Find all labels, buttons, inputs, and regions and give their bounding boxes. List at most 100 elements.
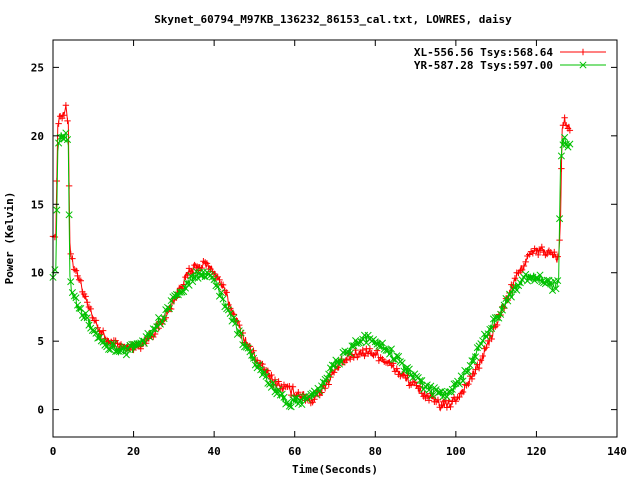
data-point <box>189 277 197 286</box>
data-point <box>395 352 403 360</box>
data-point <box>488 335 495 343</box>
data-point <box>386 350 394 358</box>
data-point <box>554 277 562 285</box>
data-point <box>67 278 75 286</box>
data-point <box>140 339 148 347</box>
data-point <box>566 127 574 134</box>
data-point <box>348 342 356 350</box>
data-point <box>62 102 70 109</box>
data-point <box>62 129 70 137</box>
data-point <box>95 333 104 342</box>
data-point <box>84 299 91 306</box>
data-point <box>378 339 387 347</box>
data-point <box>459 377 467 385</box>
series-line <box>52 105 571 412</box>
data-point <box>244 344 252 352</box>
data-point <box>292 394 301 402</box>
data-point <box>215 292 224 300</box>
data-point <box>540 279 548 287</box>
data-point <box>350 342 358 350</box>
series-1 <box>49 102 574 412</box>
data-point <box>269 379 277 387</box>
data-point <box>75 276 83 283</box>
data-point <box>280 393 288 401</box>
data-point <box>375 357 383 364</box>
data-point <box>416 376 424 385</box>
data-point <box>470 357 478 365</box>
data-point <box>185 265 193 272</box>
data-point <box>427 382 435 390</box>
data-point <box>65 211 73 219</box>
data-point <box>466 361 474 370</box>
data-point <box>438 401 445 409</box>
data-point <box>203 260 211 267</box>
data-point <box>210 275 218 284</box>
data-point <box>267 383 275 391</box>
data-point <box>325 370 333 378</box>
data-point <box>135 339 143 347</box>
data-point <box>538 243 545 251</box>
data-point <box>337 358 345 366</box>
data-point <box>74 272 81 280</box>
y-tick-label: 15 <box>31 198 44 211</box>
data-point <box>548 286 557 294</box>
data-point <box>55 139 63 147</box>
x-tick-label: 100 <box>446 445 466 458</box>
data-point <box>457 372 465 380</box>
data-point <box>69 255 76 262</box>
data-point <box>425 386 433 394</box>
data-point <box>219 295 227 303</box>
data-point <box>167 297 175 305</box>
data-point <box>343 356 350 364</box>
data-point <box>121 343 129 351</box>
data-point <box>445 388 453 396</box>
data-point <box>475 364 483 372</box>
data-point <box>318 382 326 390</box>
series-2 <box>49 129 574 411</box>
data-point <box>291 394 299 402</box>
data-point <box>543 276 551 284</box>
data-point <box>443 393 451 401</box>
data-point <box>64 117 71 125</box>
y-axis-label: Power (Kelvin) <box>3 192 16 285</box>
x-axis-label: Time(Seconds) <box>292 463 378 476</box>
x-tick-label: 0 <box>50 445 57 458</box>
data-point <box>172 290 181 299</box>
data-point <box>432 386 440 394</box>
data-point <box>330 361 338 370</box>
data-point <box>106 346 114 354</box>
x-tick-label: 60 <box>288 445 301 458</box>
data-point <box>532 274 540 282</box>
chart-title: Skynet_60794_M97KB_136232_86153_cal.txt,… <box>154 13 512 26</box>
data-point <box>184 272 191 279</box>
data-point <box>452 398 460 405</box>
data-point <box>554 253 561 260</box>
data-point <box>448 385 456 393</box>
y-tick-label: 5 <box>37 335 44 348</box>
y-tick-label: 10 <box>31 267 44 280</box>
data-point <box>242 343 250 351</box>
legend-marker <box>579 61 587 69</box>
data-point <box>561 133 569 142</box>
data-point <box>268 371 275 379</box>
data-point <box>557 152 565 160</box>
data-point <box>434 389 442 397</box>
data-point <box>160 315 168 323</box>
data-point <box>359 346 366 354</box>
data-point <box>551 248 558 256</box>
data-point <box>520 262 528 270</box>
data-point <box>224 306 233 314</box>
y-tick-label: 20 <box>31 130 44 143</box>
data-point <box>53 206 61 214</box>
data-point <box>246 348 254 356</box>
data-point <box>55 120 62 127</box>
data-point <box>187 272 195 280</box>
data-point <box>310 387 318 395</box>
data-point <box>558 165 565 172</box>
data-point <box>536 271 544 279</box>
data-point <box>483 344 490 351</box>
data-point <box>434 396 442 404</box>
data-point <box>80 314 88 322</box>
data-point <box>456 393 463 401</box>
